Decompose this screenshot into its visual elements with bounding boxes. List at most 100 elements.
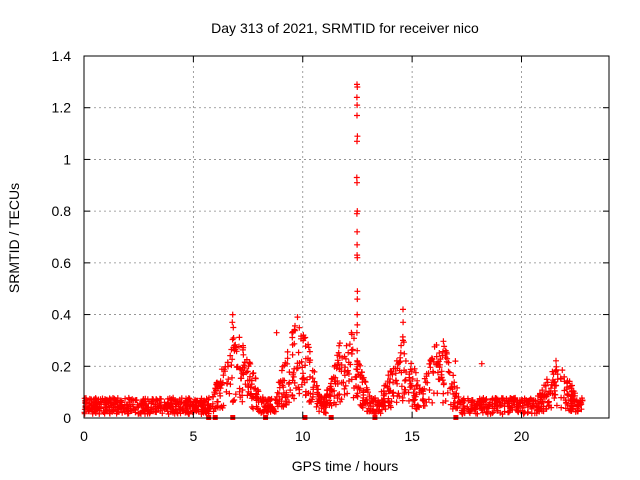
data-point [269,407,276,414]
data-point [407,380,414,387]
data-point [394,380,401,387]
data-point [487,410,494,417]
data-point [327,383,334,390]
data-point [476,401,483,408]
data-point [142,402,148,409]
data-point [331,393,338,399]
data-point [353,174,360,181]
data-point [115,409,122,415]
data-point [265,409,272,416]
data-point [302,355,309,362]
data-point [568,385,575,392]
data-point [299,364,306,371]
data-point [296,390,303,397]
data-point [397,349,404,356]
data-point [354,357,361,364]
data-points [81,81,586,420]
data-point [121,408,128,415]
data-point [248,381,255,388]
data-point [97,396,104,403]
data-point [227,381,234,388]
data-point [307,373,313,380]
data-point [218,381,225,388]
data-point [354,228,361,235]
data-point [537,390,543,397]
data-point [402,376,409,383]
data-point [430,358,437,365]
data-point [310,384,317,391]
data-point [244,392,251,399]
data-point [558,404,565,411]
axis-ticks [83,55,609,419]
data-point [302,388,309,395]
data-point [275,379,282,386]
data-point [430,368,436,375]
data-point [162,406,168,412]
data-point [401,377,408,384]
data-point [110,404,116,411]
data-point [231,342,238,349]
data-point [578,406,585,413]
data-point [414,382,421,388]
data-point [354,241,361,248]
data-point [354,112,360,119]
x-axis-label: GPS time / hours [292,458,399,474]
data-point [85,405,92,411]
data-point [185,410,192,417]
data-point [353,210,360,217]
data-point [528,410,535,417]
data-point [399,394,406,401]
data-point [433,342,440,348]
data-point [569,393,576,400]
data-point [289,351,296,358]
data-point [453,390,460,397]
data-point [407,366,414,373]
data-point [344,390,351,397]
data-point [354,84,361,90]
data-point [413,382,420,389]
data-point [567,406,574,413]
data-point [461,410,468,417]
data-point [481,403,488,410]
data-point [527,403,534,410]
y-tick-label: 0.2 [52,358,72,374]
data-point [553,382,560,389]
y-tick-label: 0.4 [52,307,72,323]
data-point [406,397,412,404]
data-point [354,366,361,373]
data-point [354,321,361,328]
data-point [408,360,415,367]
data-point [380,392,387,399]
data-point [447,385,454,392]
data-point [442,354,449,361]
data-point [357,372,364,379]
data-point [254,395,261,401]
data-point [304,376,310,383]
data-point [411,401,418,408]
data-point [539,387,546,394]
data-point [194,397,200,404]
data-point [122,395,129,402]
data-point [356,386,363,393]
data-point [305,344,312,351]
data-point [154,398,160,404]
data-point [353,329,360,336]
data-point [332,374,339,381]
x-tick-label: 10 [295,428,311,444]
data-point [374,399,381,406]
data-point [260,397,267,404]
data-point [309,393,316,400]
data-point [232,391,239,398]
data-point [232,346,238,353]
data-point [197,399,204,406]
data-point [230,324,237,331]
data-point [111,401,117,408]
data-point [291,327,298,334]
data-point [252,385,259,392]
data-point [289,377,296,384]
data-point [172,401,179,407]
data-point [387,368,394,375]
data-point [305,341,312,348]
data-point [451,383,458,390]
data-point [429,399,436,406]
